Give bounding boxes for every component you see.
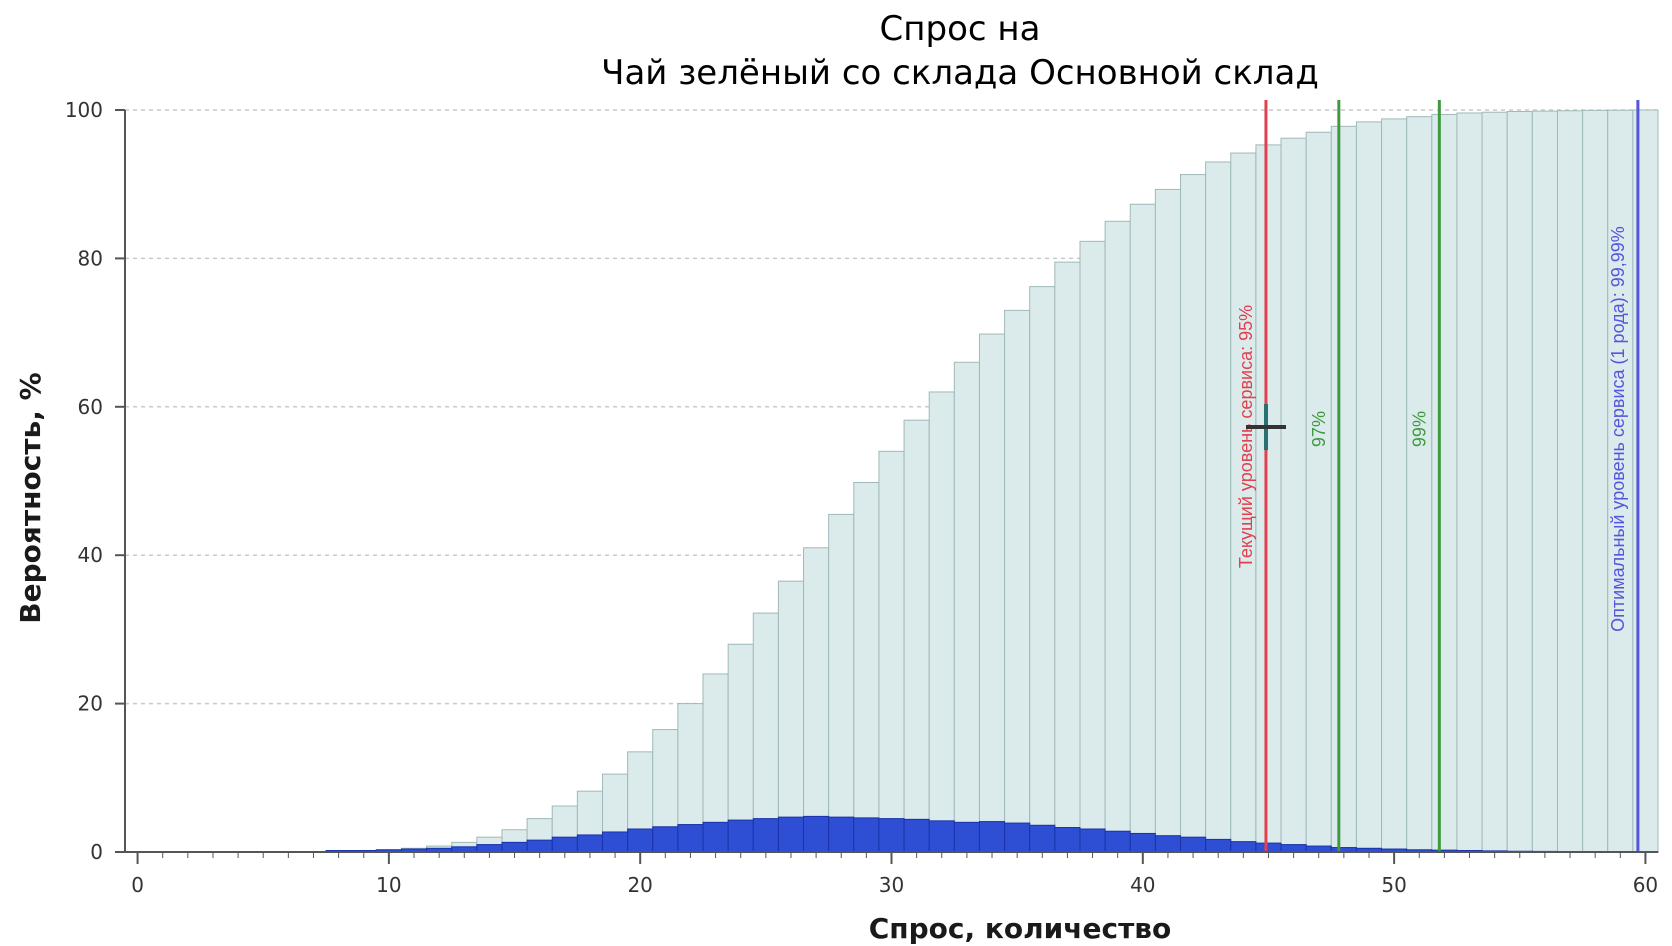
cumulative-bar-28	[828, 513, 855, 853]
cumulative-bar-36	[1029, 286, 1056, 853]
cumulative-bar-55	[1506, 110, 1533, 853]
cumulative-bar-34	[978, 333, 1006, 853]
density-bar-32	[928, 820, 955, 853]
density-bars	[325, 815, 1659, 853]
cumulative-bar-49	[1355, 121, 1383, 853]
density-bar-31	[903, 818, 930, 853]
y-axis-label: Вероятность, %	[14, 372, 47, 623]
density-bar-15	[501, 841, 528, 853]
density-bar-19	[601, 831, 629, 853]
x-tick-label-20: 20	[627, 873, 652, 897]
cumulative-bar-51	[1406, 116, 1433, 853]
cumulative-bar-43	[1205, 161, 1232, 853]
density-bar-39	[1104, 830, 1131, 853]
cumulative-bar-48	[1330, 125, 1357, 853]
density-bar-40	[1129, 832, 1156, 853]
cumulative-bar-59	[1607, 109, 1634, 853]
density-bar-46	[1280, 844, 1307, 853]
cumulative-bar-33	[953, 361, 980, 853]
crosshair-cursor-icon	[1246, 404, 1286, 450]
density-bar-23	[702, 821, 729, 853]
density-bar-14	[476, 844, 503, 853]
y-tick-label-20: 20	[78, 692, 103, 716]
reference-label-0: Текущий уровень сервиса: 95%	[1236, 305, 1256, 568]
chart-title-line-2: Чай зелёный со склада Основной склад	[601, 53, 1319, 93]
cumulative-bar-30	[878, 450, 905, 853]
x-tick-label-0: 0	[131, 873, 144, 897]
cumulative-bar-39	[1104, 220, 1131, 853]
cumulative-bar-37	[1054, 261, 1081, 853]
cumulative-bar-31	[903, 419, 930, 853]
y-tick-label-60: 60	[78, 395, 103, 419]
density-bar-25	[752, 818, 779, 853]
cumulative-bars	[325, 109, 1659, 853]
reference-label-1: 97%	[1309, 411, 1329, 447]
cumulative-bar-26	[777, 580, 805, 853]
density-bar-30	[878, 818, 905, 853]
x-tick-label-30: 30	[879, 873, 904, 897]
density-bar-28	[828, 816, 855, 853]
x-tick-label-50: 50	[1381, 873, 1406, 897]
density-bar-37	[1054, 827, 1081, 853]
density-bar-34	[978, 821, 1006, 853]
density-bar-27	[803, 815, 830, 853]
cumulative-bar-58	[1582, 109, 1609, 853]
density-bar-24	[727, 819, 754, 853]
cumulative-bar-57	[1556, 110, 1584, 853]
y-tick-label-80: 80	[78, 246, 103, 270]
cumulative-bar-38	[1079, 240, 1106, 853]
x-axis-label: Спрос, количество	[869, 912, 1172, 945]
chart-title-line-1: Спрос на	[880, 9, 1041, 49]
x-tick-label-60: 60	[1633, 873, 1658, 897]
cumulative-bar-56	[1531, 110, 1558, 853]
density-bar-35	[1004, 822, 1031, 853]
y-tick-label-0: 0	[90, 840, 103, 864]
density-bar-43	[1205, 838, 1232, 853]
cumulative-bar-44	[1230, 152, 1257, 853]
cumulative-bar-42	[1180, 174, 1207, 853]
density-bar-29	[853, 817, 880, 853]
density-bar-38	[1079, 828, 1106, 853]
density-bar-42	[1180, 836, 1207, 853]
cumulative-bar-52	[1431, 113, 1458, 853]
cumulative-bar-54	[1481, 111, 1508, 853]
cumulative-bar-47	[1305, 131, 1332, 853]
x-tick-label-40: 40	[1130, 873, 1155, 897]
density-bar-33	[953, 821, 980, 853]
density-bar-16	[526, 839, 553, 853]
cumulative-bar-35	[1004, 309, 1031, 853]
density-bar-22	[677, 824, 704, 853]
density-bar-41	[1154, 835, 1182, 853]
cumulative-bar-24	[727, 643, 754, 853]
y-tick-label-100: 100	[65, 98, 103, 122]
density-bar-45	[1255, 842, 1282, 853]
axes: 0 20 40 60 80 100 0 10 20 30 40 50 60	[65, 98, 1658, 897]
cumulative-bar-46	[1280, 137, 1307, 853]
density-bar-36	[1029, 824, 1056, 853]
cumulative-bar-40	[1129, 203, 1156, 853]
density-bar-21	[652, 826, 679, 853]
reference-label-3: Оптимальный уровень сервиса (1 рода): 99…	[1608, 226, 1628, 632]
cumulative-bar-32	[928, 391, 955, 853]
cumulative-bar-53	[1456, 112, 1483, 853]
x-tick-label-10: 10	[376, 873, 401, 897]
density-bar-20	[627, 828, 654, 853]
cumulative-bar-29	[853, 481, 880, 853]
density-bar-18	[576, 834, 603, 853]
cumulative-bar-25	[752, 612, 779, 853]
reference-label-2: 99%	[1409, 411, 1429, 447]
density-bar-26	[777, 816, 805, 853]
density-bar-17	[551, 836, 578, 853]
cumulative-bar-41	[1154, 188, 1182, 853]
y-tick-label-40: 40	[78, 543, 103, 567]
cumulative-bar-45	[1255, 144, 1282, 853]
reference-lines: Текущий уровень сервиса: 95% 97% 99% Оптима…	[1236, 100, 1640, 852]
cumulative-bar-27	[803, 547, 830, 853]
density-bar-44	[1230, 841, 1257, 853]
cumulative-bar-50	[1381, 118, 1408, 853]
